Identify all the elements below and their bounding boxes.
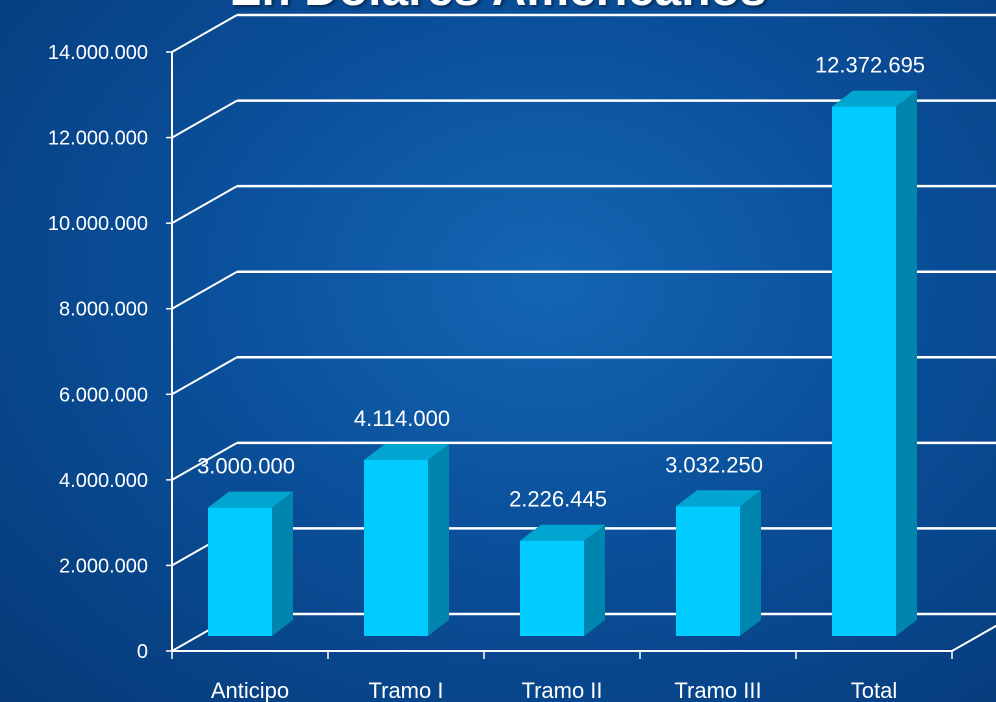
bar-side-face — [428, 443, 449, 636]
y-tick-label: 6.000.000 — [59, 384, 148, 406]
y-tick-label: 4.000.000 — [59, 470, 148, 492]
bar-data-label: 2.226.445 — [509, 487, 607, 512]
gridline-diagonal — [171, 99, 238, 139]
x-category-label: Tramo III — [674, 678, 761, 702]
x-category-label: Tramo I — [369, 678, 444, 702]
bar-data-label: 3.000.000 — [197, 454, 295, 479]
bar-front-face — [208, 507, 272, 636]
gridline-diagonal — [171, 441, 238, 481]
bar-front-face — [832, 106, 896, 636]
gridline-diagonal — [171, 185, 238, 225]
bar-front-face — [676, 506, 740, 636]
y-tick-label: 8.000.000 — [59, 299, 148, 321]
chart-title: En Dolares Americanos — [0, 0, 996, 17]
bar-side-face — [584, 524, 605, 636]
bar-data-label: 3.032.250 — [665, 452, 763, 477]
bar-data-label: 4.114.000 — [354, 406, 450, 431]
bar-top-face — [676, 490, 761, 507]
bar-top-face — [832, 90, 917, 107]
bar-top-face — [520, 524, 605, 541]
y-tick-label: 0 — [137, 641, 148, 663]
bar — [520, 524, 605, 636]
x-category-label: Tramo II — [521, 678, 602, 702]
bar-data-label: 12.372.695 — [815, 53, 925, 78]
bar — [208, 491, 293, 636]
bar — [832, 90, 917, 636]
y-tick-label: 14.000.000 — [48, 42, 148, 64]
bar-side-face — [272, 491, 293, 636]
bar-top-face — [364, 443, 449, 460]
bar — [676, 490, 761, 636]
gridline-diagonal — [171, 356, 238, 396]
x-category-label: Anticipo — [211, 678, 289, 702]
x-category-label: Total — [851, 678, 897, 702]
y-tick-label: 2.000.000 — [59, 555, 148, 577]
y-tick-label: 10.000.000 — [48, 213, 148, 235]
bar-side-face — [740, 490, 761, 636]
bar-front-face — [364, 459, 428, 636]
y-tick-label: 12.000.000 — [48, 128, 148, 150]
gridline-diagonal — [171, 14, 238, 53]
floor-right-edge — [951, 624, 996, 652]
gridline-diagonal — [171, 270, 238, 310]
bar-side-face — [896, 90, 917, 636]
bar-front-face — [520, 540, 584, 636]
bar-top-face — [208, 491, 293, 508]
bar — [364, 443, 449, 636]
